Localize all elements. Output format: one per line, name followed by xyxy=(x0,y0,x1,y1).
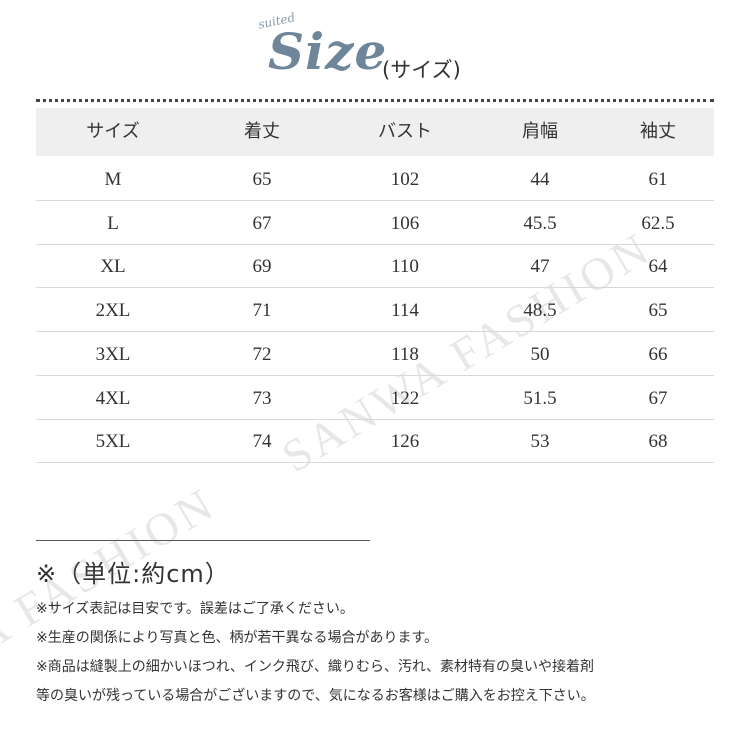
note-rule xyxy=(36,540,370,541)
table-cell: 53 xyxy=(530,431,550,453)
row-separator xyxy=(36,331,714,332)
table-cell: 65 xyxy=(648,300,668,322)
table-cell: 62.5 xyxy=(641,212,675,234)
table-cell: 68 xyxy=(648,431,668,453)
table-cell: 2XL xyxy=(95,300,131,322)
table-cell: L xyxy=(107,212,119,234)
table-cell: 3XL xyxy=(95,343,131,365)
table-cell: 114 xyxy=(391,300,419,322)
unit-note: ※（単位:約cm） xyxy=(36,560,230,588)
table-cell: 45.5 xyxy=(523,212,557,234)
header-row-bg xyxy=(36,108,714,156)
table-cell: 73 xyxy=(252,387,272,409)
column-header: 肩幅 xyxy=(522,121,558,142)
row-separator xyxy=(36,462,714,463)
table-cell: 72 xyxy=(252,343,272,365)
table-cell: 51.5 xyxy=(523,387,557,409)
column-header: 袖丈 xyxy=(640,121,676,142)
table-cell: 110 xyxy=(391,256,419,278)
table-cell: 4XL xyxy=(95,387,131,409)
table-cell: 66 xyxy=(648,343,668,365)
row-separator xyxy=(36,375,714,376)
table-cell: 74 xyxy=(252,431,272,453)
row-separator xyxy=(36,287,714,288)
table-cell: 106 xyxy=(390,212,420,234)
table-cell: 64 xyxy=(648,256,668,278)
table-cell: 122 xyxy=(390,387,420,409)
table-cell: 71 xyxy=(252,300,272,322)
note-line: 等の臭いが残っている場合がございますので、気になるお客様はご購入をお控え下さい。 xyxy=(36,688,595,704)
note-line: ※生産の関係により写真と色、柄が若干異なる場合があります。 xyxy=(36,630,439,646)
column-header: バスト xyxy=(378,121,432,142)
table-cell: 44 xyxy=(530,169,550,190)
table-cell: 48.5 xyxy=(523,300,557,322)
table-cell: XL xyxy=(100,256,126,278)
table-cell: 50 xyxy=(530,343,550,365)
row-separator xyxy=(36,244,714,245)
table-cell: 118 xyxy=(391,343,419,365)
table-cell: 61 xyxy=(648,169,668,190)
header-title: Size xyxy=(268,22,388,81)
note-line: ※サイズ表記は目安です。誤差はご了承ください。 xyxy=(36,601,354,617)
row-separator xyxy=(36,200,714,201)
table-cell: M xyxy=(104,169,122,190)
column-header: サイズ xyxy=(86,121,140,142)
note-line: ※商品は縫製上の細かいほつれ、インク飛び、織りむら、汚れ、素材特有の臭いや接着剤 xyxy=(36,659,595,675)
table-cell: 126 xyxy=(390,431,420,453)
table-cell: 65 xyxy=(252,169,272,190)
header-subtitle: (サイズ) xyxy=(382,58,461,82)
table-cell: 102 xyxy=(390,169,420,190)
row-separator xyxy=(36,419,714,420)
table-cell: 67 xyxy=(648,387,668,409)
dotted-rule xyxy=(36,99,714,102)
table-cell: 67 xyxy=(252,212,272,234)
table-cell: 5XL xyxy=(95,431,131,453)
column-header: 着丈 xyxy=(244,121,280,142)
table-cell: 47 xyxy=(530,256,550,278)
table-cell: 69 xyxy=(252,256,272,278)
